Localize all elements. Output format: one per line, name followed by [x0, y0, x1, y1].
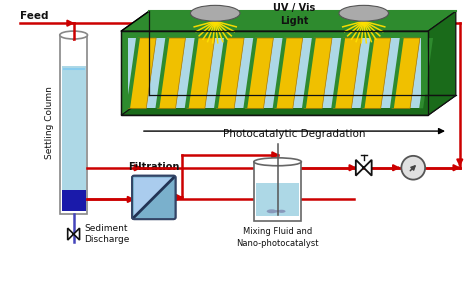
Ellipse shape: [254, 158, 301, 166]
Polygon shape: [68, 228, 80, 240]
Polygon shape: [121, 11, 456, 31]
Polygon shape: [304, 38, 332, 108]
Text: Filtration: Filtration: [128, 162, 180, 172]
Circle shape: [362, 166, 365, 169]
Ellipse shape: [267, 209, 277, 213]
Bar: [121, 31, 428, 115]
Polygon shape: [134, 178, 173, 217]
Polygon shape: [274, 38, 303, 108]
Text: Mixing Fluid and
Nano-photocatalyst: Mixing Fluid and Nano-photocatalyst: [237, 227, 319, 248]
Polygon shape: [392, 38, 420, 108]
Text: Settling Column: Settling Column: [46, 86, 55, 159]
Polygon shape: [419, 38, 433, 108]
Ellipse shape: [191, 5, 240, 21]
Polygon shape: [331, 38, 345, 108]
Bar: [128, 38, 421, 108]
Ellipse shape: [278, 210, 285, 213]
Polygon shape: [390, 38, 404, 108]
FancyBboxPatch shape: [132, 176, 175, 219]
Bar: [256, 182, 300, 216]
Ellipse shape: [60, 31, 88, 39]
Bar: [60, 35, 88, 214]
Polygon shape: [216, 38, 244, 108]
Polygon shape: [356, 160, 372, 176]
Ellipse shape: [273, 210, 280, 213]
Polygon shape: [155, 38, 169, 108]
Polygon shape: [246, 38, 273, 108]
Text: Sediment
Discharge: Sediment Discharge: [84, 224, 130, 244]
Circle shape: [401, 156, 425, 180]
Polygon shape: [302, 38, 316, 108]
Polygon shape: [128, 38, 156, 108]
Polygon shape: [157, 38, 185, 108]
Polygon shape: [333, 38, 361, 108]
Polygon shape: [121, 95, 456, 115]
Polygon shape: [126, 38, 140, 108]
Polygon shape: [214, 38, 228, 108]
Polygon shape: [363, 38, 391, 108]
Bar: [62, 66, 85, 190]
Bar: [121, 31, 428, 115]
Polygon shape: [361, 38, 374, 108]
Polygon shape: [273, 38, 286, 108]
Text: Feed: Feed: [20, 11, 49, 21]
Text: Photocatalytic Degradation: Photocatalytic Degradation: [223, 129, 365, 139]
Polygon shape: [187, 38, 215, 108]
Polygon shape: [185, 38, 199, 108]
Bar: [254, 162, 301, 221]
Text: UV / Vis
Light: UV / Vis Light: [273, 3, 316, 26]
Bar: [62, 190, 85, 211]
Polygon shape: [428, 11, 456, 115]
Polygon shape: [243, 38, 257, 108]
Ellipse shape: [339, 5, 389, 21]
